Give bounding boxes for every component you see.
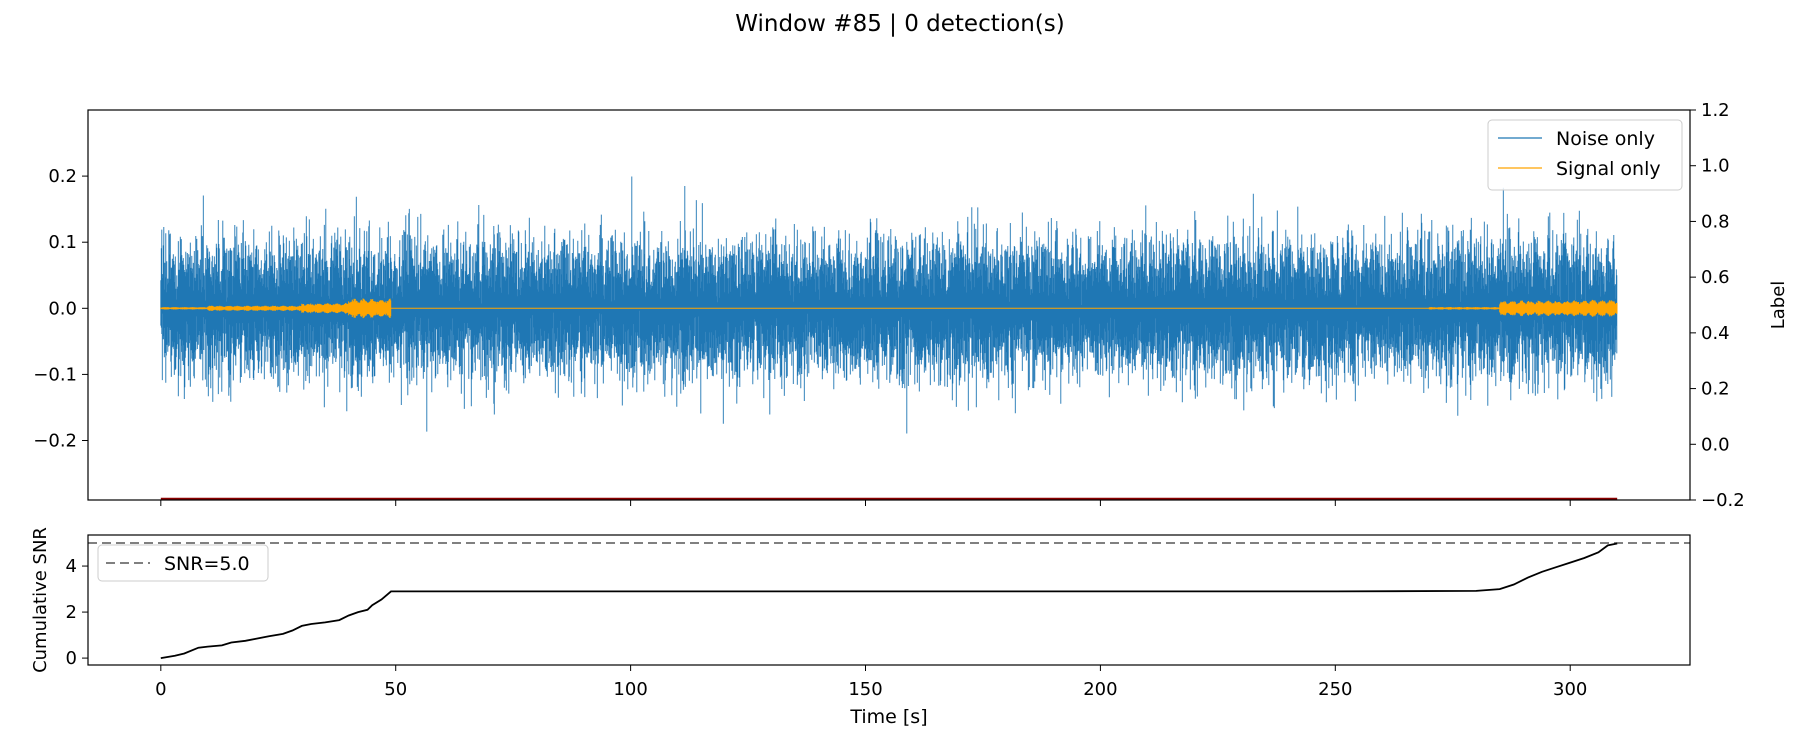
waveform-x-ticks [160,500,1571,506]
label-axis-tick-label: −0.2 [1701,490,1745,511]
waveform-frame [87,109,1691,501]
label-axis-tick-label: 1.2 [1701,100,1730,121]
waveform-y-ticks: −0.2 −0.1 0.0 0.1 0.2 [33,166,88,452]
snr-x-tick-label: 100 [613,679,647,700]
waveform-y-tick-label: 0.2 [48,166,77,187]
signal-only-burst-4 [1428,307,1500,310]
signal-only-burst-5 [1499,300,1571,317]
snr-y-tick-label: 4 [66,556,77,577]
cumulative-snr-line [160,542,1618,659]
snr-y-tick-label: 2 [66,602,77,623]
waveform-y-tick-label: −0.2 [33,431,77,452]
snr-data [88,542,1690,659]
waveform-y-tick-label: −0.1 [33,364,77,385]
waveform-axes: −0.2 −0.1 0.0 0.1 0.2 −0.2 0.0 0.2 0.4 0.6 0.8 1.0… [33,100,1789,511]
waveform-data [160,176,1618,501]
snr-x-tick-label: 200 [1083,679,1117,700]
snr-y-ticks: 0 2 4 [66,556,88,669]
x-axis-title: Time [s] [849,706,927,728]
waveform-y-tick-label: 0.0 [48,298,77,319]
signal-only-burst-2 [301,303,350,314]
label-axis-tick-label: 0.0 [1701,434,1730,455]
snr-legend: SNR=5.0 [97,544,269,582]
noise-only-series [160,176,1618,434]
label-axis-ticks: −0.2 0.0 0.2 0.4 0.6 0.8 1.0 1.2 [1690,100,1745,511]
label-axis-tick-label: 0.8 [1701,211,1730,232]
snr-x-ticks: 0 50 100 150 200 250 300 [155,665,1587,700]
label-axis-tick-label: 0.6 [1701,267,1730,288]
signal-only-burst-3 [348,298,392,319]
legend-signal-label: Signal only [1556,158,1661,180]
snr-x-tick-label: 50 [384,679,407,700]
legend-noise-label: Noise only [1556,128,1655,150]
snr-y-tick-label: 0 [66,648,77,669]
label-axis-tick-label: 1.0 [1701,156,1730,177]
snr-x-tick-label: 250 [1318,679,1352,700]
legend-threshold-label: SNR=5.0 [164,553,250,575]
figure-title: Window #85 | 0 detection(s) [735,11,1064,37]
snr-axes: 0 50 100 150 200 250 300 0 2 4 Cumulative SNR Ti… [30,527,1691,728]
label-axis-tick-label: 0.4 [1701,323,1730,344]
snr-axis-title: Cumulative SNR [30,527,51,673]
snr-legend-box [97,544,269,582]
signal-only-burst-1 [207,305,302,311]
label-axis-title: Label [1768,281,1789,330]
snr-x-tick-label: 150 [848,679,882,700]
waveform-y-tick-label: 0.1 [48,232,77,253]
label-axis-tick-label: 0.2 [1701,379,1730,400]
waveform-legend: Noise only Signal only [1487,119,1683,191]
snr-frame [87,534,1691,666]
snr-x-tick-label: 0 [155,679,166,700]
signal-only-burst-0 [160,307,209,310]
snr-x-tick-label: 300 [1553,679,1587,700]
signal-only-burst-6 [1569,299,1618,317]
